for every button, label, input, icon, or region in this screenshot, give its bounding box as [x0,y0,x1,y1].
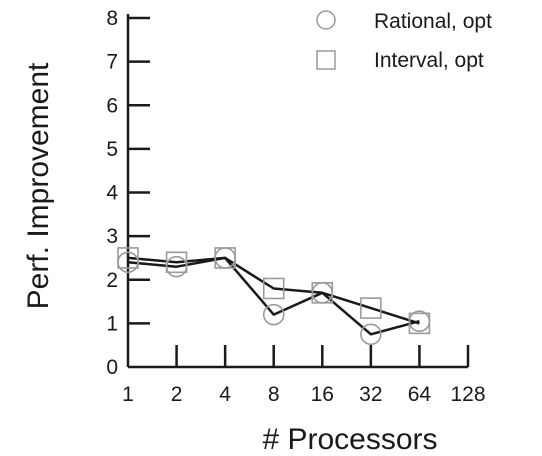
x-axis-title: # Processors [262,423,437,456]
data-point-interval-opt [165,251,188,274]
y-tick-label: 8 [106,7,118,30]
series-line-interval-opt [127,256,420,325]
legend: Rational, opt Interval, opt [316,10,492,72]
legend-marker-rational-opt [316,10,336,30]
x-tick-label: 128 [450,383,485,406]
x-tick-label: 8 [268,383,280,406]
y-tick-label: 3 [106,225,118,248]
y-tick-label: 7 [106,51,118,74]
legend-label-interval-opt: Interval, opt [374,49,484,72]
x-tick-label: 4 [219,383,231,406]
y-tick-label: 1 [106,312,118,335]
x-tick-label: 2 [171,383,183,406]
data-point-rational-opt [262,303,285,326]
x-tick-label: 64 [408,383,432,406]
y-tick-label: 5 [106,138,118,161]
y-tick-label: 2 [106,269,118,292]
series-lines [127,256,420,336]
legend-label-rational-opt: Rational, opt [374,10,492,33]
y-axis-title: Perf. Improvement [22,62,55,309]
data-point-interval-opt [360,297,382,319]
legend-marker-interval-opt [316,50,336,70]
y-tick-label: 0 [106,356,118,379]
data-point-interval-opt [408,312,431,335]
y-tick-label: 6 [106,94,118,117]
data-point-interval-opt [214,247,236,269]
data-point-rational-opt [360,323,382,346]
y-axis-ticks: 0 1 2 3 4 5 6 7 8 [106,7,150,379]
data-point-interval-opt [311,282,334,304]
x-tick-label: 32 [359,383,382,406]
x-axis-ticks: 1 2 4 8 16 32 64 128 [122,345,486,406]
series-line-rational-opt [127,256,420,336]
series-markers [117,247,431,346]
x-tick-label: 1 [122,383,134,406]
data-point-interval-opt [117,247,139,269]
y-tick-label: 4 [106,182,118,205]
axes [126,14,468,369]
data-point-interval-opt [262,277,285,300]
x-tick-label: 16 [311,383,334,406]
